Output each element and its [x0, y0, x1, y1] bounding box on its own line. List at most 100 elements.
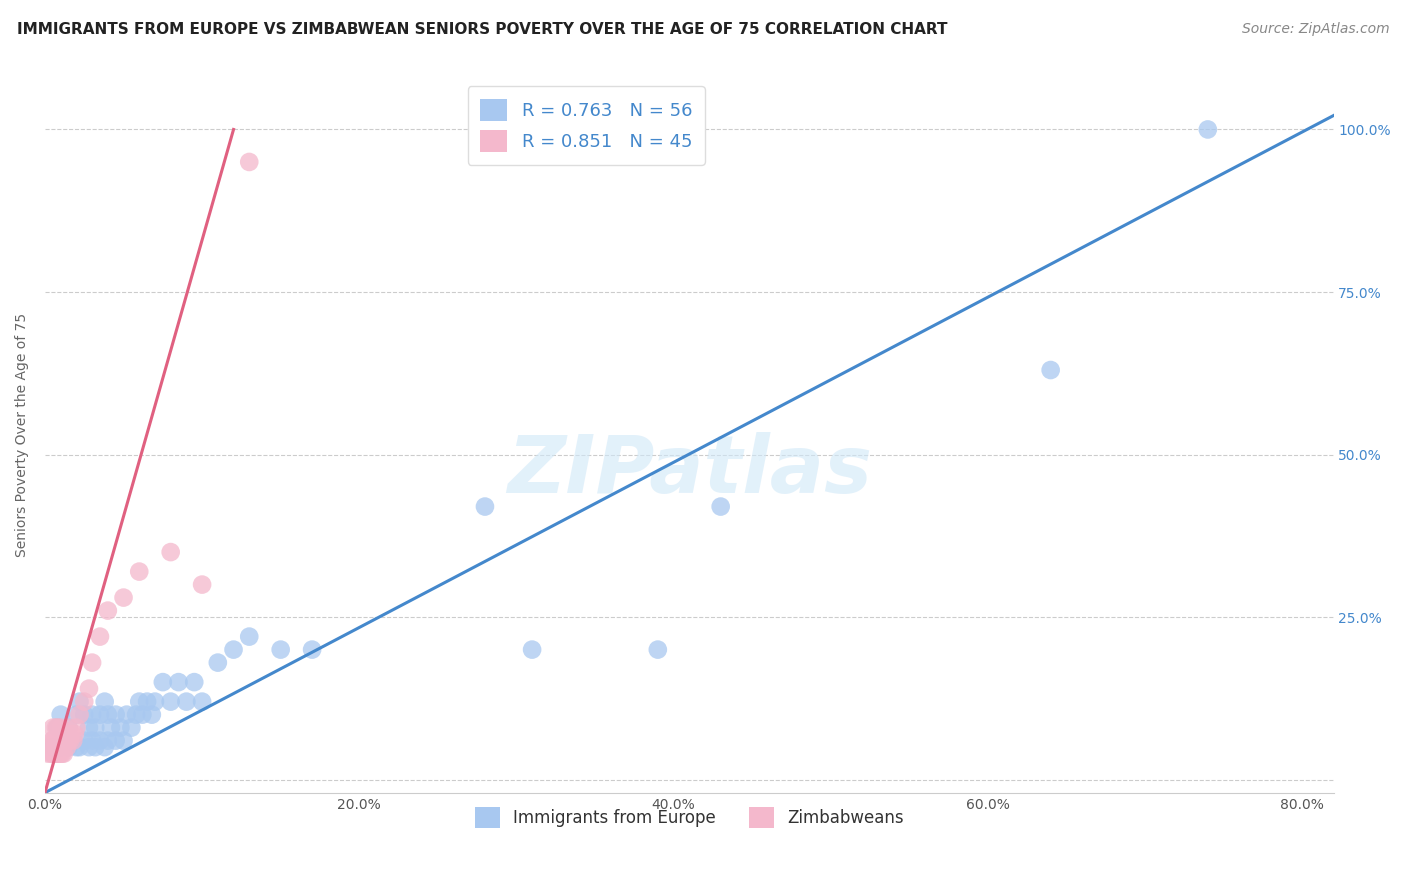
Point	[647, 642, 669, 657]
Point	[84, 740, 107, 755]
Point	[69, 740, 91, 755]
Point	[46, 721, 69, 735]
Point	[63, 727, 86, 741]
Point	[58, 721, 80, 735]
Point	[39, 747, 62, 761]
Point	[37, 747, 59, 761]
Point	[46, 747, 69, 761]
Point	[110, 721, 132, 735]
Point	[49, 733, 72, 747]
Point	[143, 695, 166, 709]
Point	[45, 721, 67, 735]
Point	[141, 707, 163, 722]
Point	[82, 707, 104, 722]
Point	[73, 733, 96, 747]
Point	[46, 733, 69, 747]
Point	[115, 707, 138, 722]
Point	[93, 695, 115, 709]
Point	[152, 675, 174, 690]
Point	[238, 155, 260, 169]
Point	[167, 675, 190, 690]
Point	[65, 707, 87, 722]
Point	[69, 695, 91, 709]
Point	[65, 740, 87, 755]
Point	[49, 721, 72, 735]
Point	[131, 707, 153, 722]
Point	[65, 721, 87, 735]
Point	[49, 740, 72, 755]
Point	[77, 740, 100, 755]
Point	[82, 656, 104, 670]
Point	[125, 707, 148, 722]
Point	[52, 747, 75, 761]
Point	[112, 591, 135, 605]
Point	[58, 721, 80, 735]
Point	[73, 695, 96, 709]
Point	[100, 721, 122, 735]
Point	[49, 747, 72, 761]
Point	[128, 695, 150, 709]
Point	[710, 500, 733, 514]
Text: ZIPatlas: ZIPatlas	[506, 432, 872, 510]
Point	[48, 733, 70, 747]
Point	[77, 721, 100, 735]
Point	[520, 642, 543, 657]
Point	[59, 733, 82, 747]
Text: IMMIGRANTS FROM EUROPE VS ZIMBABWEAN SENIORS POVERTY OVER THE AGE OF 75 CORRELAT: IMMIGRANTS FROM EUROPE VS ZIMBABWEAN SEN…	[17, 22, 948, 37]
Point	[89, 733, 111, 747]
Point	[93, 740, 115, 755]
Point	[301, 642, 323, 657]
Point	[238, 630, 260, 644]
Point	[77, 681, 100, 696]
Point	[45, 733, 67, 747]
Point	[62, 733, 84, 747]
Point	[48, 747, 70, 761]
Point	[112, 733, 135, 747]
Point	[104, 707, 127, 722]
Point	[51, 747, 73, 761]
Point	[191, 577, 214, 591]
Point	[56, 727, 79, 741]
Point	[222, 642, 245, 657]
Point	[1039, 363, 1062, 377]
Point	[89, 707, 111, 722]
Point	[159, 545, 181, 559]
Text: Source: ZipAtlas.com: Source: ZipAtlas.com	[1241, 22, 1389, 37]
Point	[55, 733, 77, 747]
Point	[49, 707, 72, 722]
Point	[191, 695, 214, 709]
Point	[97, 707, 120, 722]
Point	[42, 740, 65, 755]
Point	[42, 733, 65, 747]
Point	[52, 733, 75, 747]
Point	[176, 695, 198, 709]
Point	[52, 733, 75, 747]
Point	[97, 733, 120, 747]
Point	[46, 721, 69, 735]
Point	[159, 695, 181, 709]
Point	[73, 707, 96, 722]
Point	[56, 740, 79, 755]
Point	[38, 740, 60, 755]
Point	[1197, 122, 1219, 136]
Point	[89, 630, 111, 644]
Point	[97, 604, 120, 618]
Point	[120, 721, 142, 735]
Point	[42, 747, 65, 761]
Point	[45, 747, 67, 761]
Point	[69, 707, 91, 722]
Point	[207, 656, 229, 670]
Point	[39, 733, 62, 747]
Point	[270, 642, 292, 657]
Point	[44, 747, 66, 761]
Point	[42, 721, 65, 735]
Point	[84, 721, 107, 735]
Point	[474, 500, 496, 514]
Point	[82, 733, 104, 747]
Point	[128, 565, 150, 579]
Point	[62, 733, 84, 747]
Y-axis label: Seniors Poverty Over the Age of 75: Seniors Poverty Over the Age of 75	[15, 313, 30, 558]
Point	[136, 695, 159, 709]
Point	[58, 740, 80, 755]
Point	[183, 675, 205, 690]
